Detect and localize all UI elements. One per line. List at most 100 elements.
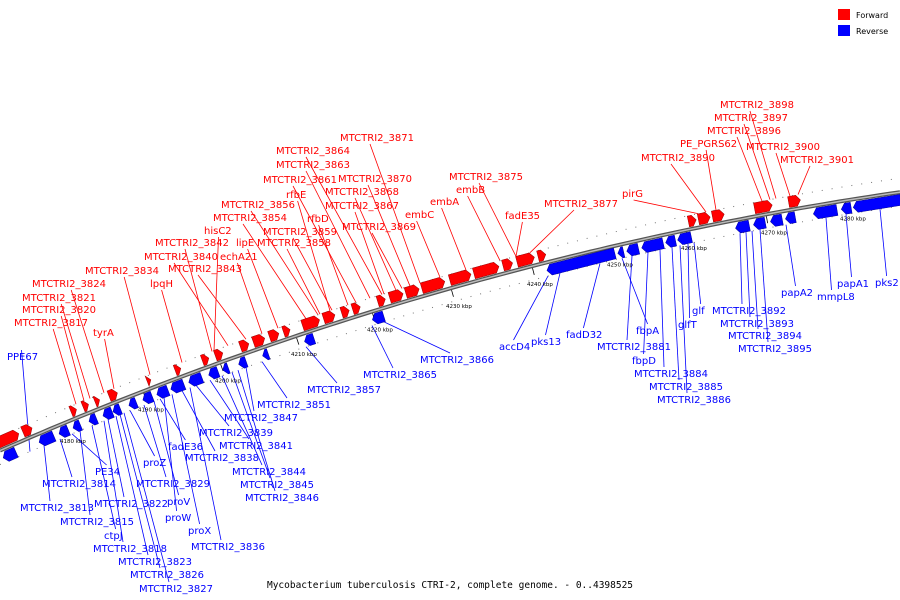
map-caption: Mycobacterium tuberculosis CTRI-2, compl… bbox=[267, 580, 633, 591]
reverse-gene-block bbox=[112, 403, 123, 416]
gene-label-proz: proZ bbox=[143, 458, 166, 469]
gene-label-mtctri2-3894: MTCTRI2_3894 bbox=[728, 331, 802, 342]
backbone-highlight bbox=[0, 191, 900, 452]
forward-gene-block bbox=[300, 315, 320, 332]
gene-label-rfbe: rfbE bbox=[286, 190, 306, 201]
gene-label-mtctri2-3823: MTCTRI2_3823 bbox=[118, 557, 192, 568]
reverse-gene-block bbox=[156, 384, 171, 399]
reverse-gene-block bbox=[38, 430, 57, 447]
gene-label-mtctri2-3886: MTCTRI2_3886 bbox=[657, 395, 731, 406]
leader-line-mtctri2-3890 bbox=[670, 163, 707, 213]
leader-line-mtctri2-3815 bbox=[79, 430, 91, 516]
forward-gene-block bbox=[339, 306, 350, 319]
gene-label-mtctri2-3815: MTCTRI2_3815 bbox=[60, 517, 134, 528]
gene-label-mtctri2-3857: MTCTRI2_3857 bbox=[307, 385, 381, 396]
leader-line-mtctri2-3840 bbox=[173, 262, 229, 346]
label-leader-lines bbox=[21, 110, 887, 583]
scale-tick-label: 4260 kbp bbox=[681, 246, 707, 252]
scale-tick-label: 4190 kbp bbox=[138, 407, 164, 413]
gene-label-mtctri2-3875: MTCTRI2_3875 bbox=[449, 172, 523, 183]
forward-gene-block bbox=[686, 215, 697, 228]
leader-line-mtctri2-3869 bbox=[371, 232, 403, 289]
gene-label-mtctri2-3844: MTCTRI2_3844 bbox=[232, 467, 306, 478]
leader-line-mtctri2-3901 bbox=[797, 165, 811, 195]
forward-gene-block bbox=[711, 209, 725, 223]
leader-line-mtctri2-3827 bbox=[123, 412, 170, 583]
reverse-gene-block bbox=[735, 219, 751, 234]
leader-line-mtctri2-3844 bbox=[221, 375, 263, 466]
leader-line-pirg bbox=[633, 199, 699, 215]
gene-label-mtctri2-3858: MTCTRI2_3858 bbox=[257, 238, 331, 249]
forward-gene-block bbox=[68, 405, 77, 418]
scale-tick-label: 4200 kbp bbox=[215, 379, 241, 385]
forward-gene-block bbox=[213, 348, 224, 362]
gene-label-mtctri2-3892: MTCTRI2_3892 bbox=[712, 306, 786, 317]
leader-line-mtctri2-3836 bbox=[189, 387, 222, 541]
gene-label-mtctri2-3818: MTCTRI2_3818 bbox=[93, 544, 167, 555]
gene-label-pirg: pirG bbox=[622, 189, 643, 200]
gene-features bbox=[0, 194, 900, 462]
leader-line-mtctri2-3881 bbox=[626, 255, 633, 341]
leader-line-mtctri2-3885 bbox=[671, 247, 680, 381]
gene-label-mtctri2-3829: MTCTRI2_3829 bbox=[136, 479, 210, 490]
gene-label-prox: proX bbox=[188, 526, 211, 537]
leader-line-proz bbox=[129, 410, 155, 457]
gene-label-mtctri2-3824: MTCTRI2_3824 bbox=[32, 279, 106, 290]
gene-label-mtctri2-3881: MTCTRI2_3881 bbox=[597, 342, 671, 353]
leader-line-mtctri2-3886 bbox=[679, 245, 688, 394]
gene-label-papa1: papA1 bbox=[837, 279, 869, 290]
gene-label-mtctri2-3893: MTCTRI2_3893 bbox=[720, 319, 794, 330]
scale-tick-label: 4270 kbp bbox=[761, 230, 787, 236]
leader-line-lipe bbox=[247, 248, 279, 329]
gene-label-fbpa: fbpA bbox=[636, 326, 659, 337]
leader-line-tyra bbox=[104, 338, 115, 389]
reverse-gene-block bbox=[142, 390, 155, 404]
leader-line-rfbd bbox=[318, 224, 349, 306]
gene-label-echa21: echA21 bbox=[220, 252, 258, 263]
reverse-gene-block bbox=[222, 362, 231, 375]
gene-label-pe-pgrs62: PE_PGRS62 bbox=[680, 139, 737, 150]
forward-gene-block bbox=[753, 200, 773, 215]
gene-label-mmpl8: mmpL8 bbox=[817, 292, 855, 303]
reverse-gene-block bbox=[262, 348, 271, 361]
reverse-gene-block bbox=[813, 204, 839, 220]
leader-line-fbpa bbox=[621, 258, 648, 325]
reverse-gene-block bbox=[208, 366, 221, 380]
leader-line-mtctri2-3870 bbox=[367, 184, 411, 287]
gene-label-mtctri2-3864: MTCTRI2_3864 bbox=[276, 146, 350, 157]
forward-gene-block bbox=[515, 252, 535, 268]
reverse-gene-block bbox=[753, 216, 767, 230]
forward-gene-block bbox=[321, 310, 336, 325]
forward-gene-block bbox=[0, 429, 20, 449]
leader-line-mtctri2-3871 bbox=[369, 143, 421, 284]
leader-line-echa21 bbox=[237, 262, 263, 334]
leader-line-pks2 bbox=[879, 209, 887, 277]
reverse-gene-block bbox=[785, 211, 797, 224]
gene-label-mtctri2-3868: MTCTRI2_3868 bbox=[325, 187, 399, 198]
gene-label-mtctri2-3826: MTCTRI2_3826 bbox=[130, 570, 204, 581]
gene-label-mtctri2-3827: MTCTRI2_3827 bbox=[139, 584, 213, 595]
gene-label-glf: glf bbox=[692, 306, 705, 317]
forward-gene-block bbox=[144, 375, 152, 388]
legend-forward-label: Forward bbox=[856, 11, 888, 20]
forward-gene-block bbox=[375, 294, 386, 308]
gene-label-mtctri2-3901: MTCTRI2_3901 bbox=[780, 155, 854, 166]
gene-label-mtctri2-3884: MTCTRI2_3884 bbox=[634, 369, 708, 380]
legend: Forward Reverse bbox=[838, 9, 888, 36]
gene-label-mtctri2-3847: MTCTRI2_3847 bbox=[224, 413, 298, 424]
legend-forward-swatch bbox=[838, 9, 850, 20]
leader-line-prox bbox=[171, 394, 200, 525]
forward-gene-block bbox=[350, 302, 361, 315]
forward-gene-block bbox=[403, 284, 420, 299]
scale-tick bbox=[451, 289, 454, 297]
reverse-gene-block bbox=[88, 413, 99, 426]
scale-tick bbox=[765, 216, 769, 224]
reverse-gene-block bbox=[102, 406, 115, 420]
reverse-gene-block bbox=[665, 234, 677, 248]
gene-label-mtctri2-3839: MTCTRI2_3839 bbox=[199, 428, 273, 439]
leader-line-prov bbox=[153, 401, 179, 496]
leader-line-mtctri2-3892 bbox=[739, 233, 743, 305]
gene-label-papa2: papA2 bbox=[781, 288, 813, 299]
forward-gene-block bbox=[92, 396, 100, 408]
forward-gene-block bbox=[20, 424, 33, 438]
